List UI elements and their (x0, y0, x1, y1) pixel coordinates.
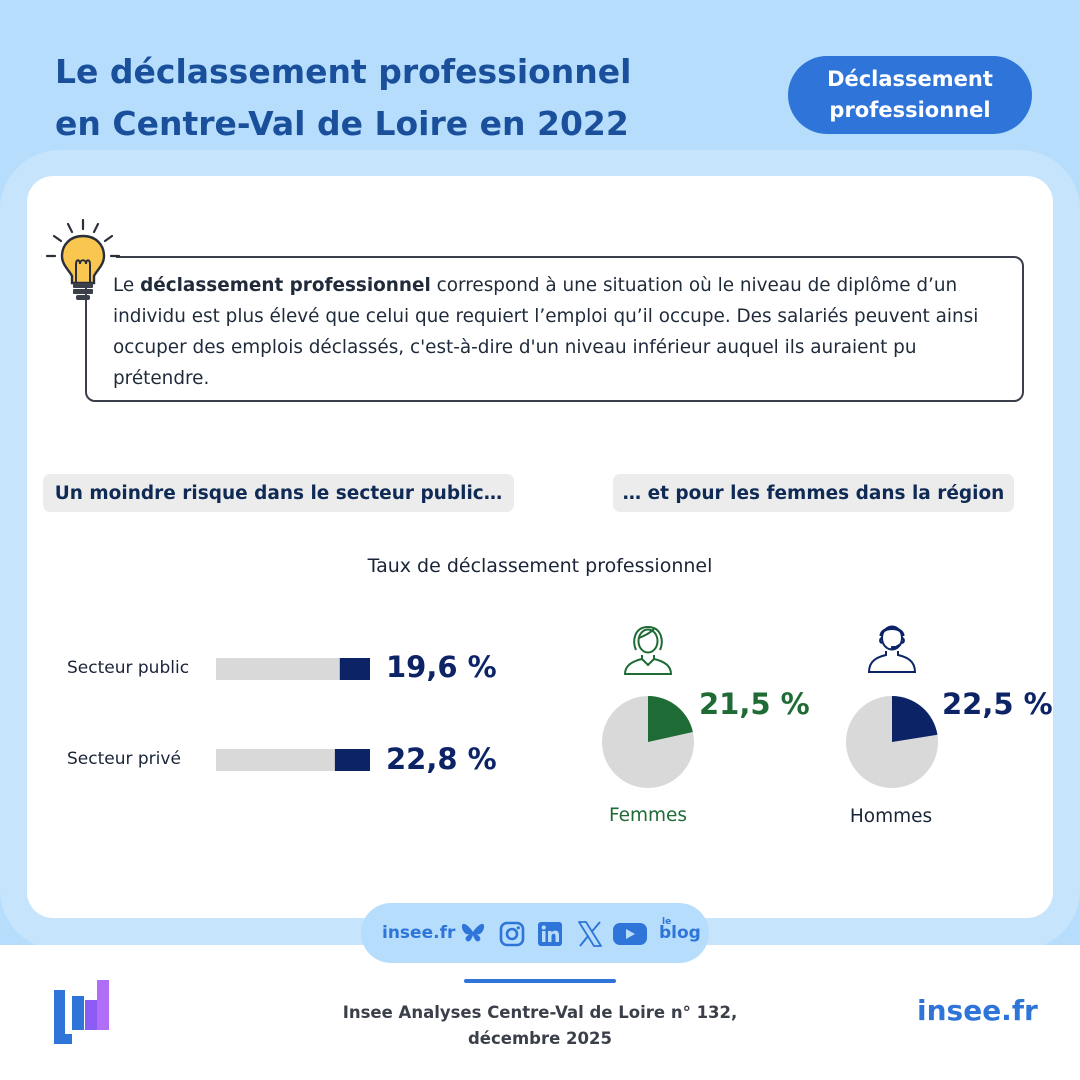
public-sector-pill: Un moindre risque dans le secteur public… (43, 474, 514, 512)
footer-citation: Insee Analyses Centre-Val de Loire n° 13… (330, 1000, 750, 1052)
women-pie-slice (648, 696, 693, 742)
title-line-1: Le déclassement professionnel (55, 52, 632, 91)
instagram-icon[interactable] (499, 921, 525, 947)
bar-track-1 (216, 749, 370, 771)
definition-body: correspond à une situation où le niveau … (113, 275, 979, 389)
social-site-link[interactable]: insee.fr (382, 923, 456, 943)
badge-line-2: professionnel (829, 98, 991, 122)
title-line-2: en Centre-Val de Loire en 2022 (55, 104, 629, 143)
youtube-icon[interactable] (612, 922, 648, 946)
citation-line-2: décembre 2025 (468, 1029, 612, 1048)
blog-text: blog (659, 923, 701, 943)
bar-value-private: 22,8 % (386, 742, 497, 776)
bar-1 (334, 749, 370, 771)
women-pie-label: Femmes (608, 805, 688, 826)
blog-icon[interactable]: le blog (658, 917, 702, 951)
definition-prefix: Le (113, 275, 141, 296)
content-card (27, 176, 1053, 918)
woman-icon (623, 625, 673, 675)
bar-value-public: 19,6 % (386, 650, 497, 684)
women-pie-chart (602, 696, 694, 788)
bluesky-icon[interactable] (460, 921, 486, 945)
chart-title: Taux de déclassement professionnel (367, 555, 713, 577)
insee-logo (54, 980, 109, 1044)
bar-0 (339, 658, 370, 680)
men-pie-slice (892, 696, 938, 742)
footer (0, 945, 1080, 1080)
definition-box (85, 256, 1024, 402)
men-pie-label: Hommes (849, 806, 933, 827)
bar-track-0 (216, 658, 370, 680)
footer-divider (464, 979, 616, 983)
page-title: Le déclassement professionnel en Centre-… (55, 46, 755, 150)
bar-label-private: Secteur privé (67, 749, 181, 769)
definition-term: déclassement professionnel (140, 275, 431, 296)
social-bar (361, 903, 709, 963)
linkedin-icon[interactable] (537, 921, 563, 947)
footer-url-link[interactable]: insee.fr (917, 994, 1038, 1027)
blog-small-text: le (662, 917, 672, 927)
women-pill: … et pour les femmes dans la région (613, 474, 1014, 512)
lightbulb-icon (45, 218, 121, 300)
badge-line-1: Déclassement (827, 67, 993, 91)
definition-text: Le déclassement professionnel correspond… (113, 270, 1018, 394)
citation-line-1: Insee Analyses Centre-Val de Loire n° 13… (342, 1003, 738, 1022)
men-pie-value: 22,5 % (942, 687, 1053, 721)
bar-label-public: Secteur public (67, 658, 190, 678)
men-pie-chart (846, 696, 938, 788)
bar-chart (216, 658, 370, 771)
women-pie-value: 21,5 % (699, 687, 810, 721)
man-icon (867, 625, 917, 673)
topic-badge: Déclassement professionnel (788, 56, 1032, 134)
x-icon[interactable] (577, 920, 603, 948)
